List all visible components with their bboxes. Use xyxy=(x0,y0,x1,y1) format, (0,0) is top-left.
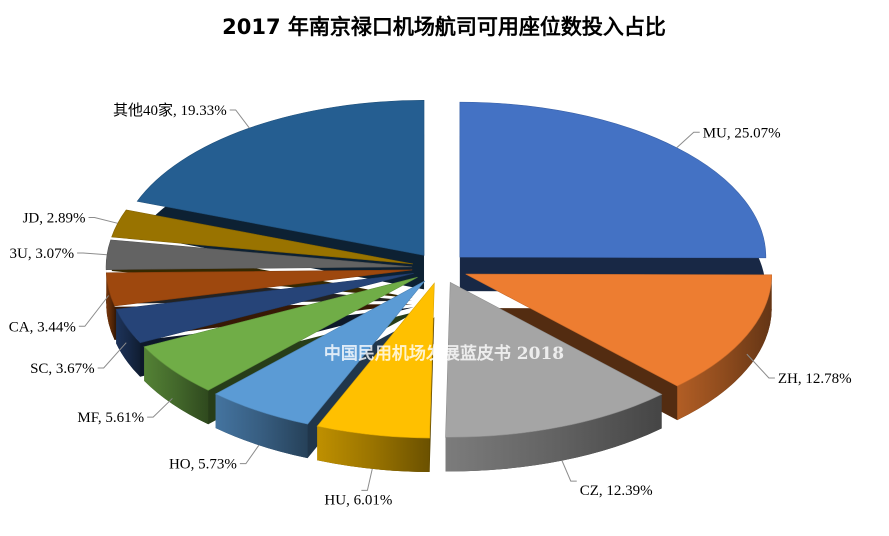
slice-top-jd xyxy=(111,209,414,265)
slice-side-mf xyxy=(144,346,209,425)
data-labels: MU, 25.07% ZH, 12.78% CZ, 12.39% HU, 6.01% H… xyxy=(9,102,852,508)
leader-lines xyxy=(77,109,775,491)
leader-line-mf xyxy=(147,398,173,418)
slice-top-hu xyxy=(316,282,435,439)
leader-line-mu xyxy=(676,131,700,149)
chart-title: 2017 年南京禄口机场航司可用座位数投入占比 xyxy=(222,15,666,39)
slice-top-sc xyxy=(115,272,414,344)
slice-top-cz xyxy=(445,281,663,438)
slice-top-ca xyxy=(105,269,413,307)
data-label-3u: 3U, 3.07% xyxy=(10,246,75,262)
data-label-ca: CA, 3.44% xyxy=(9,319,76,335)
slice-sides xyxy=(106,257,772,473)
leader-line-zh xyxy=(746,353,775,379)
data-label-jd: JD, 2.89% xyxy=(23,211,86,227)
slice-top-mf xyxy=(143,276,418,391)
slice-side-ho xyxy=(215,394,308,459)
leader-line-40 xyxy=(229,109,250,129)
slice-side-ca xyxy=(106,272,115,340)
watermark-text: 中国民用机场发展蓝皮书 2018 xyxy=(324,343,564,364)
slice-side-sc xyxy=(116,309,141,377)
data-label-sc: SC, 3.67% xyxy=(30,361,95,377)
leader-line-sc xyxy=(97,342,127,369)
leader-line-3u xyxy=(77,252,108,256)
slice-top-zh xyxy=(465,273,773,387)
slice-tops xyxy=(105,100,773,439)
leader-line-hu xyxy=(361,468,373,491)
data-label-mf: MF, 5.61% xyxy=(77,410,144,426)
leader-line-jd xyxy=(88,217,118,224)
slice-top-ho xyxy=(214,280,426,425)
data-label-ho: HO, 5.73% xyxy=(169,457,237,473)
slice-top-3u xyxy=(105,239,413,270)
slice-side-zh xyxy=(677,274,772,421)
leader-line-cz xyxy=(561,460,577,482)
slice-side-hu xyxy=(317,426,430,473)
data-label-40: 其他40家, 19.33% xyxy=(113,102,227,119)
slice-side-cz xyxy=(445,394,662,472)
leader-line-ho xyxy=(239,444,260,465)
leader-line-ca xyxy=(78,295,110,327)
data-label-zh: ZH, 12.78% xyxy=(778,371,852,387)
data-label-cz: CZ, 12.39% xyxy=(580,483,653,499)
data-label-mu: MU, 25.07% xyxy=(703,125,781,141)
data-label-hu: HU, 6.01% xyxy=(324,492,392,508)
